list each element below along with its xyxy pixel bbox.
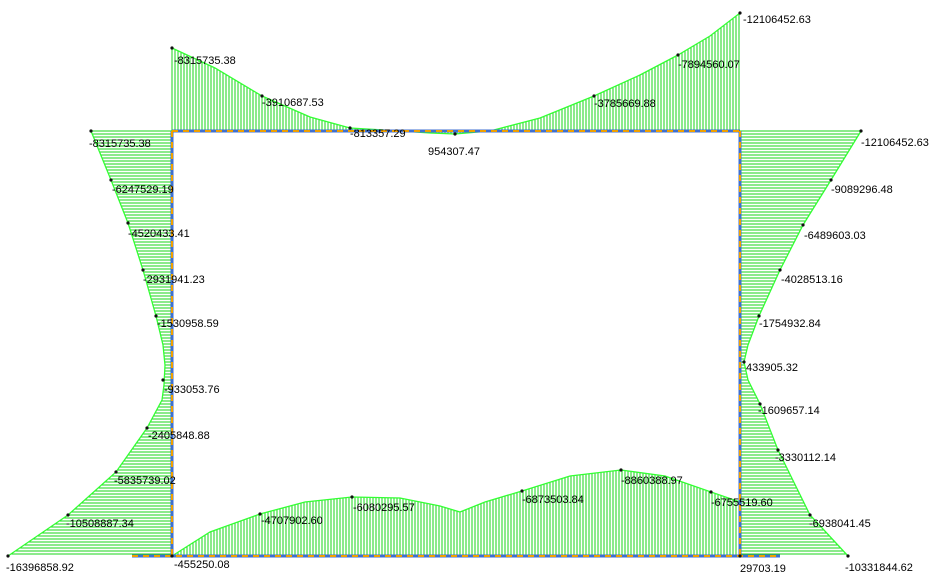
node-marker <box>778 268 782 272</box>
right-label-7: -1609657.14 <box>758 405 820 417</box>
right-label-2: -9089296.48 <box>831 184 893 196</box>
node-marker <box>801 223 805 227</box>
right-label-9: -6938041.45 <box>809 518 871 530</box>
bottom-label-2: -4707902.60 <box>261 515 323 527</box>
left-label-7: -2405848.88 <box>148 430 210 442</box>
node-marker <box>109 178 113 182</box>
node-marker <box>676 53 680 57</box>
top-label-2: -3910687.53 <box>262 97 324 109</box>
top-label-1: -8315735.38 <box>174 55 236 67</box>
node-marker <box>738 11 742 15</box>
diagram-fill-layer <box>10 13 861 556</box>
bottom-beam-outline <box>171 469 741 557</box>
right-column-outline <box>743 130 862 557</box>
bottom-label-4: -6873503.84 <box>522 494 584 506</box>
left-label-4: -2931941.23 <box>143 274 205 286</box>
node-marker <box>829 178 833 182</box>
left-label-10: -16396858.92 <box>6 562 74 574</box>
node-marker <box>161 378 165 382</box>
bottom-label-7: 29703.19 <box>740 563 786 574</box>
node-markers <box>6 11 863 558</box>
node-marker <box>66 513 70 517</box>
node-marker <box>742 360 746 364</box>
node-marker <box>170 46 174 50</box>
left-label-5: -1530958.59 <box>157 318 219 330</box>
node-marker <box>141 268 145 272</box>
node-marker <box>757 314 761 318</box>
node-marker <box>592 94 596 98</box>
top-label-4: 954307.47 <box>428 146 480 158</box>
right-label-3: -6489603.03 <box>804 230 866 242</box>
left-label-6: -933053.76 <box>164 384 220 396</box>
node-marker <box>520 489 524 493</box>
right-label-5: -1754932.84 <box>759 318 821 330</box>
node-marker <box>619 468 623 472</box>
node-marker <box>258 512 262 516</box>
right-label-8: -3330112.14 <box>775 452 836 464</box>
node-marker <box>350 495 354 499</box>
node-marker <box>738 554 742 558</box>
frame <box>132 129 780 558</box>
bottom-label-1: -455250.08 <box>174 559 230 571</box>
node-marker <box>89 129 93 133</box>
node-marker <box>145 426 149 430</box>
left-label-1: -8315735.38 <box>89 138 151 150</box>
left-label-2: -6247529.19 <box>112 184 174 196</box>
node-marker <box>170 554 174 558</box>
right-label-4: -4028513.16 <box>781 274 843 286</box>
node-marker <box>846 554 850 558</box>
bottom-label-6: -6755519.60 <box>711 497 773 509</box>
bottom-beam-labels: -455250.08 -4707902.60 -6080295.57 -6873… <box>174 475 786 574</box>
top-label-7: -12106452.63 <box>743 14 811 26</box>
node-marker <box>776 448 780 452</box>
left-label-3: -4520433.41 <box>128 228 190 240</box>
node-marker <box>758 402 762 406</box>
node-marker <box>709 490 713 494</box>
node-marker <box>114 470 118 474</box>
node-marker <box>808 513 812 517</box>
right-label-1: -12106452.63 <box>861 137 929 149</box>
top-beam-labels: -8315735.38 -3910687.53 -813357.29 95430… <box>174 14 811 158</box>
top-label-5: -3785669.88 <box>594 98 656 110</box>
node-marker <box>6 554 10 558</box>
bottom-label-3: -6080295.57 <box>353 502 415 514</box>
node-marker <box>453 132 457 136</box>
node-marker <box>126 221 130 225</box>
right-column-labels: -12106452.63 -9089296.48 -6489603.03 -40… <box>746 137 929 574</box>
left-label-9: -10508887.34 <box>66 518 134 530</box>
top-label-6: -7894560.07 <box>678 59 740 71</box>
node-marker <box>859 129 863 133</box>
right-label-6: 433905.32 <box>746 362 798 374</box>
right-label-10: -10331844.62 <box>845 562 913 574</box>
bottom-label-5: -8860388.97 <box>621 475 683 487</box>
node-marker <box>348 126 352 130</box>
top-label-3: -813357.29 <box>350 128 406 140</box>
left-column-labels: -8315735.38 -6247529.19 -4520433.41 -293… <box>6 138 220 574</box>
node-marker <box>260 94 264 98</box>
node-marker <box>154 314 158 318</box>
left-label-8: -5835739.02 <box>114 475 176 487</box>
